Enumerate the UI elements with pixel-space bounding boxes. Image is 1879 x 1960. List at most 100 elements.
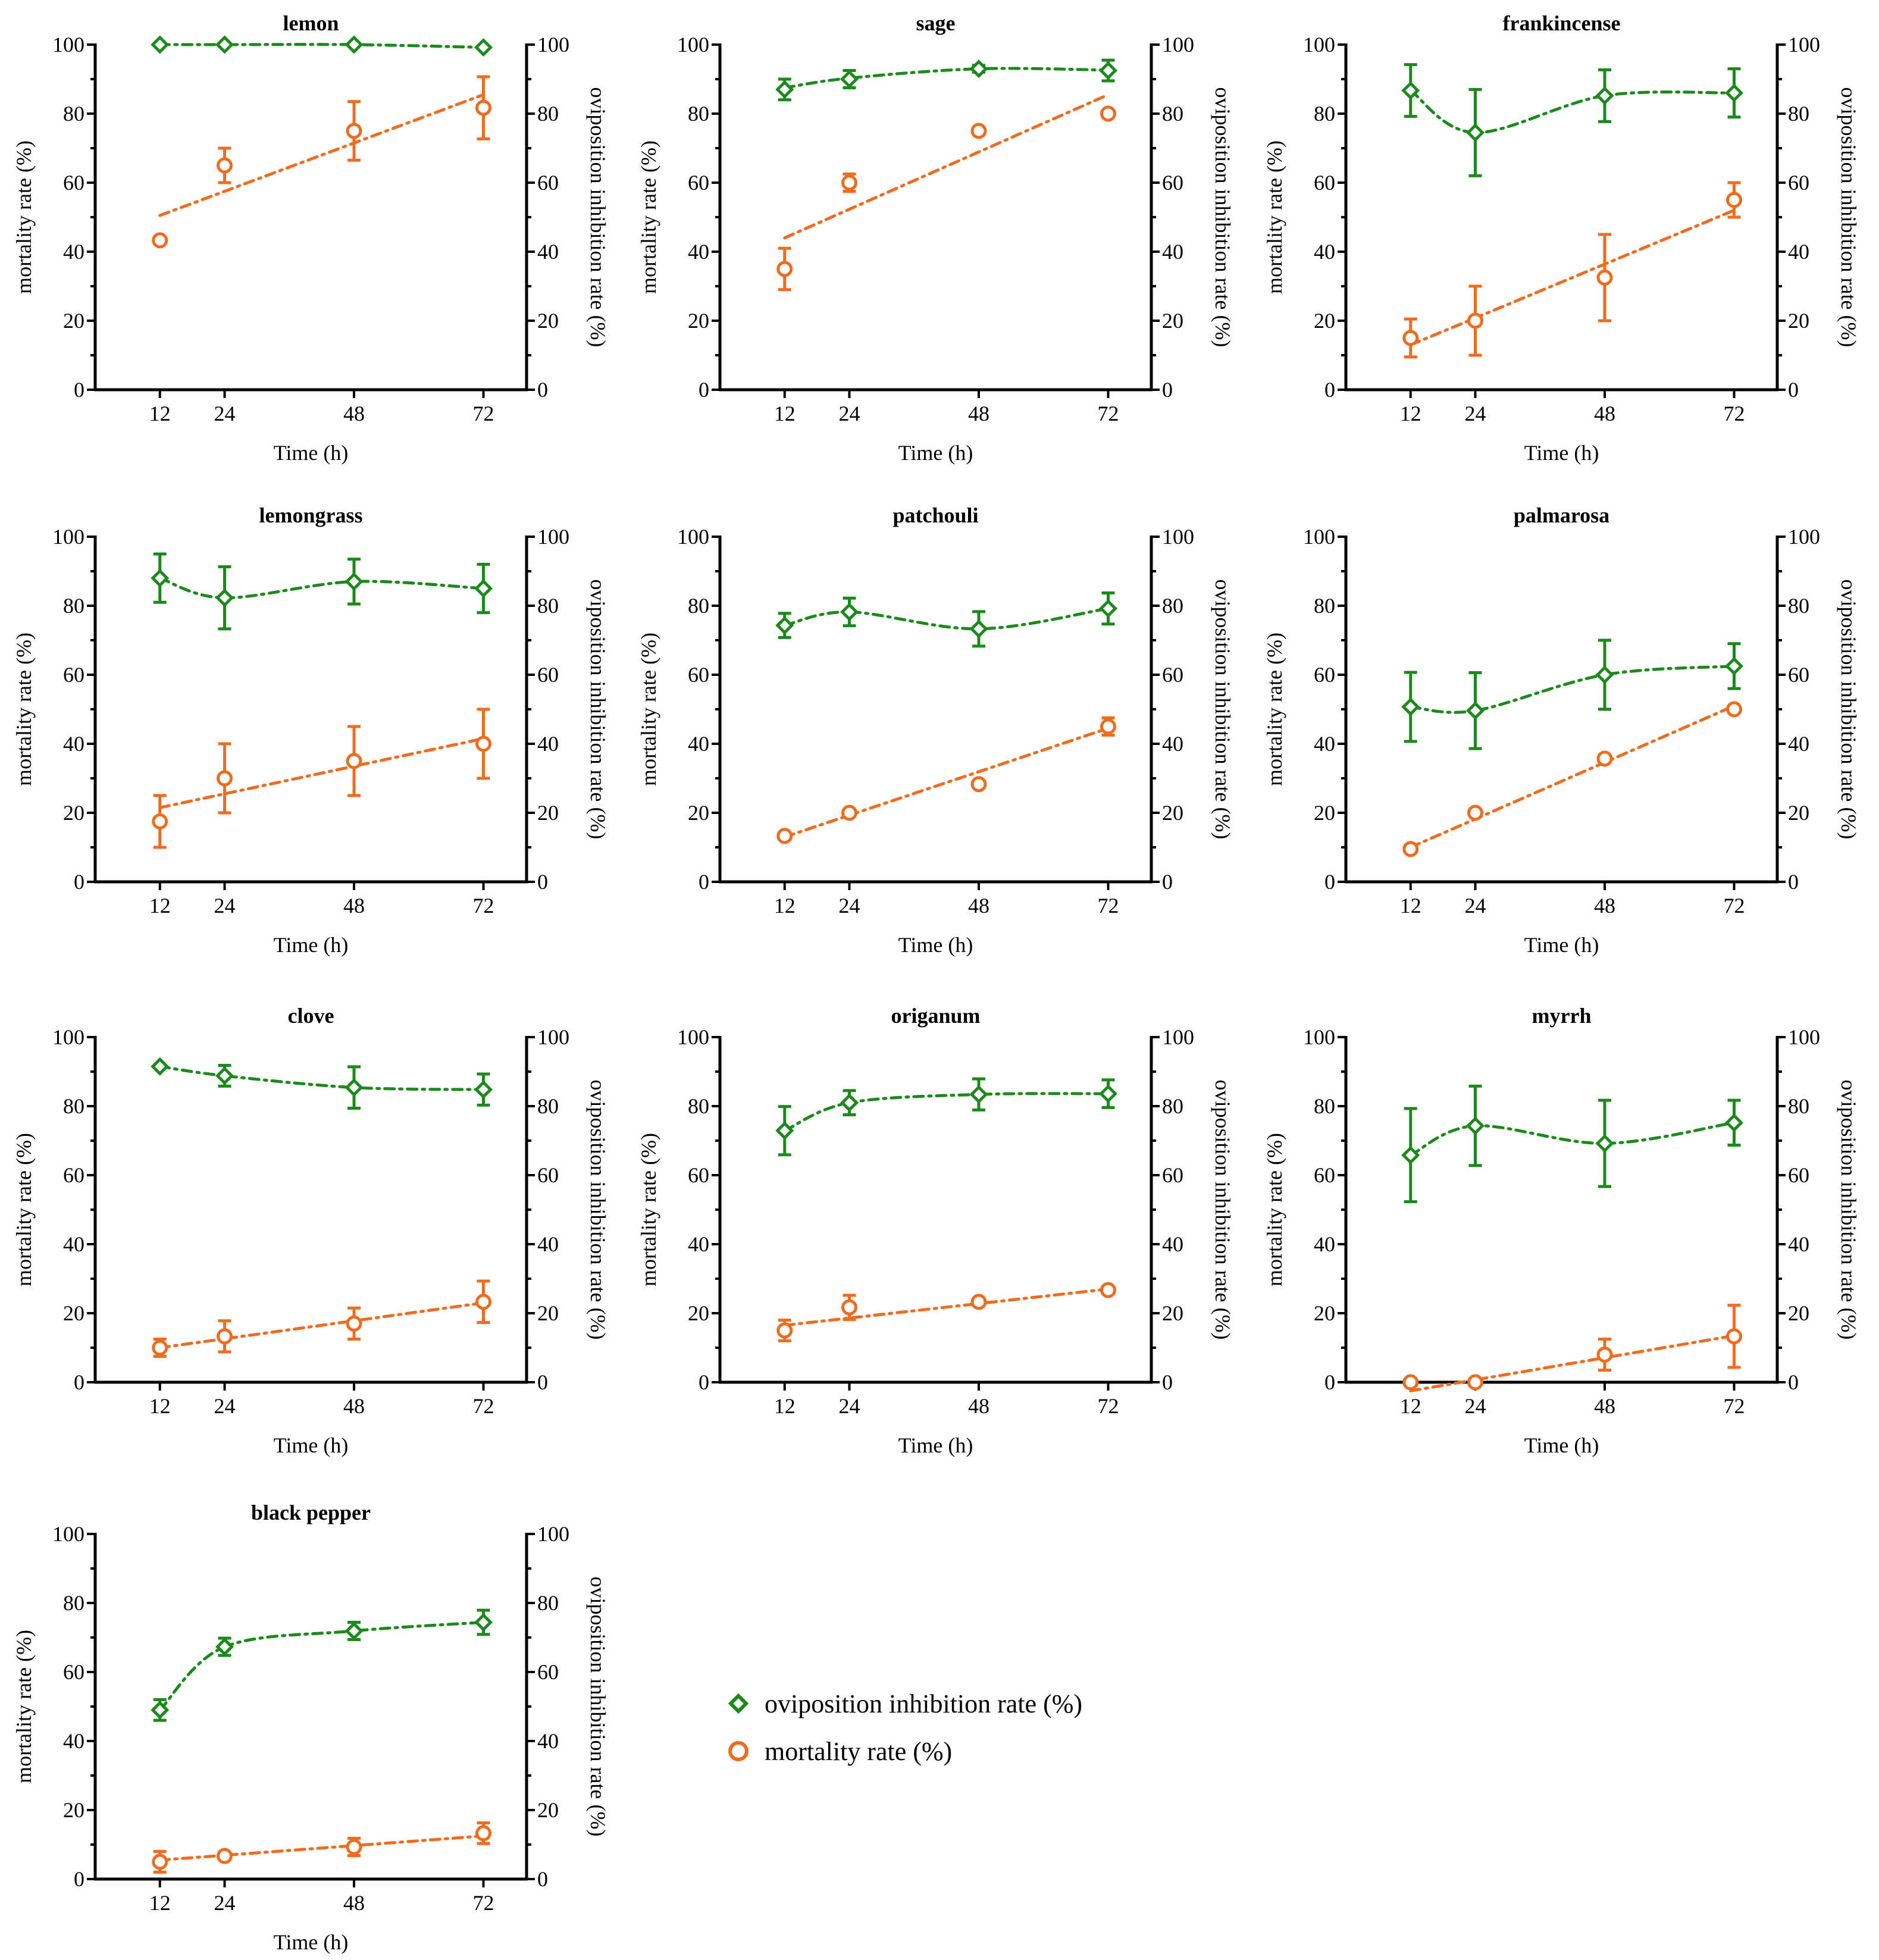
data-point-mortality	[1596, 270, 1613, 286]
y-axis-label-right: oviposition inhibition rate (%)	[1837, 1080, 1861, 1340]
y-tick-label-left: 100	[1303, 525, 1335, 549]
y-tick-label-left: 40	[688, 240, 709, 264]
y-tick-label-right: 100	[1788, 33, 1820, 57]
y-tick-label-left: 60	[1314, 171, 1335, 195]
data-point-oviposition	[969, 619, 988, 638]
y-tick-label-left: 80	[63, 1094, 84, 1118]
y-tick-label-right: 0	[1788, 378, 1799, 402]
y-tick-label-right: 60	[537, 1163, 559, 1187]
y-tick-label-left: 80	[1314, 594, 1335, 618]
data-point-mortality	[1100, 1282, 1116, 1298]
y-tick-label-left: 20	[63, 1798, 84, 1822]
data-point-oviposition	[1098, 599, 1118, 618]
y-tick-label-right: 60	[1162, 663, 1183, 687]
x-tick-label: 72	[1098, 1394, 1119, 1418]
panel-palmarosa: palmarosa 0 0 20 20 40 40 60 60 80 80 100 100 12 24 48 7…	[1263, 503, 1861, 957]
fit-line-oviposition	[158, 1064, 485, 1091]
series-mortality	[152, 707, 491, 849]
series-oviposition	[151, 1057, 493, 1110]
data-point-oviposition	[151, 35, 170, 54]
data-point-oviposition	[345, 1078, 364, 1097]
data-point-oviposition	[775, 616, 794, 635]
y-tick-label-left: 0	[699, 870, 709, 894]
y-tick-label-right: 20	[1788, 801, 1809, 825]
data-point-oviposition	[215, 1637, 234, 1657]
x-tick-label: 72	[473, 402, 494, 425]
x-tick-label: 48	[343, 894, 365, 918]
data-point-oviposition	[840, 602, 859, 621]
data-point-oviposition	[215, 1066, 234, 1085]
y-tick-label-right: 100	[537, 525, 569, 549]
x-tick-label: 12	[774, 894, 796, 918]
y-tick-label-left: 40	[63, 732, 84, 756]
y-tick-label-right: 80	[537, 1094, 559, 1118]
y-axis-label-right: oviposition inhibition rate (%)	[1837, 87, 1861, 347]
chart-title: palmarosa	[1514, 503, 1609, 527]
y-tick-label-right: 100	[537, 1522, 569, 1546]
chart-title: sage	[916, 11, 956, 35]
y-axis-label-left: mortality rate (%)	[637, 1133, 660, 1286]
chart-title: myrrh	[1532, 1004, 1592, 1028]
x-tick-label: 72	[473, 1891, 494, 1915]
series-oviposition	[1401, 63, 1744, 177]
y-tick-label-left: 0	[74, 1867, 84, 1891]
data-point-oviposition	[1401, 697, 1420, 716]
chart-title: clove	[288, 1004, 334, 1028]
x-tick-label: 24	[1465, 894, 1486, 918]
y-tick-label-right: 100	[1162, 33, 1194, 57]
data-point-oviposition	[345, 1621, 364, 1640]
data-point-mortality	[475, 735, 491, 752]
data-point-oviposition	[1401, 81, 1420, 100]
chart-title: patchouli	[892, 503, 978, 527]
x-tick-label: 48	[343, 1891, 365, 1915]
y-axis-label-left: mortality rate (%)	[637, 140, 660, 294]
y-tick-label-right: 60	[1162, 171, 1183, 195]
fit-line-oviposition	[158, 1621, 485, 1712]
y-tick-label-left: 60	[688, 171, 709, 195]
y-tick-label-left: 60	[1314, 663, 1335, 687]
data-point-mortality	[970, 1294, 987, 1310]
fit-line-mortality	[158, 93, 485, 217]
data-point-mortality	[776, 828, 793, 844]
fit-line-oviposition	[783, 1092, 1110, 1132]
y-tick-label-left: 80	[688, 594, 709, 618]
y-tick-label-left: 20	[63, 801, 84, 825]
data-point-oviposition	[1724, 1113, 1744, 1132]
x-axis-label: Time (h)	[274, 1433, 349, 1457]
fit-line-mortality	[158, 737, 485, 809]
y-axis-label-left: mortality rate (%)	[12, 140, 36, 294]
panel-lemon: lemon 0 0 20 20 40 40 60 60 80 80 100 100 12 24 48 72 Tim…	[12, 11, 610, 465]
y-tick-label-left: 0	[74, 1370, 84, 1394]
data-point-oviposition	[1724, 83, 1744, 102]
fit-line-mortality	[158, 1834, 485, 1862]
data-point-oviposition	[1724, 656, 1744, 676]
y-tick-label-left: 40	[1314, 240, 1335, 264]
series-mortality	[776, 93, 1116, 292]
x-tick-label: 12	[1400, 402, 1421, 425]
data-point-mortality	[152, 232, 168, 249]
data-point-oviposition	[474, 1613, 493, 1632]
series-mortality	[1402, 1304, 1742, 1392]
y-tick-label-right: 40	[1788, 732, 1809, 756]
y-tick-label-left: 100	[677, 33, 709, 57]
y-tick-label-right: 20	[537, 1798, 559, 1822]
data-point-oviposition	[474, 579, 493, 598]
y-tick-label-left: 100	[52, 33, 84, 57]
x-tick-label: 24	[214, 402, 236, 425]
data-point-mortality	[152, 1339, 168, 1356]
y-tick-label-right: 20	[1788, 1301, 1809, 1325]
data-point-mortality	[475, 1294, 491, 1310]
x-tick-label: 24	[1465, 402, 1486, 425]
x-tick-label: 12	[1400, 1394, 1421, 1418]
y-tick-label-left: 40	[688, 1232, 709, 1256]
y-tick-label-left: 60	[63, 663, 84, 687]
y-tick-label-right: 0	[537, 378, 548, 402]
series-oviposition	[1401, 1084, 1744, 1204]
y-tick-label-left: 20	[688, 801, 709, 825]
y-tick-label-left: 0	[74, 378, 84, 402]
data-point-mortality	[152, 1853, 168, 1870]
y-tick-label-left: 40	[63, 1729, 84, 1753]
y-tick-label-left: 40	[63, 240, 84, 264]
y-tick-label-right: 100	[537, 1025, 569, 1049]
